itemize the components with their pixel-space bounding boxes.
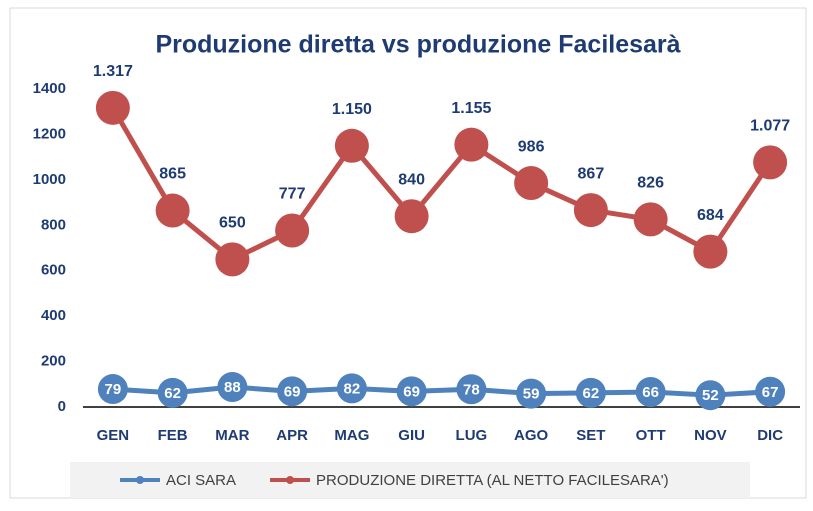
- data-label: 78: [463, 381, 480, 398]
- data-label: 650: [219, 215, 246, 232]
- data-point: [633, 202, 668, 237]
- data-point: [336, 373, 367, 404]
- data-label: 684: [697, 207, 724, 224]
- data-label: 69: [403, 383, 420, 400]
- data-label: 865: [159, 166, 186, 183]
- data-label: 777: [279, 186, 306, 203]
- data-label: 88: [224, 379, 241, 396]
- y-tick-label: 400: [41, 307, 66, 324]
- data-point: [97, 374, 128, 405]
- data-point: [753, 145, 788, 180]
- data-label: 986: [518, 138, 545, 155]
- data-point: [155, 193, 190, 228]
- data-label: 1.077: [750, 118, 790, 135]
- x-tick-label: MAR: [215, 427, 249, 444]
- y-tick-label: 0: [58, 398, 66, 415]
- data-label: 1.317: [93, 63, 133, 80]
- x-tick-label: SET: [576, 427, 605, 444]
- data-label: 1.150: [332, 101, 372, 118]
- data-label: 69: [284, 383, 301, 400]
- data-point: [217, 372, 248, 403]
- x-tick-label: NOV: [694, 427, 727, 444]
- x-tick-label: MAG: [334, 427, 369, 444]
- chart-frame: [9, 7, 807, 499]
- data-point: [575, 377, 606, 408]
- data-point: [755, 376, 786, 407]
- data-point: [456, 374, 487, 405]
- x-tick-label: OTT: [636, 427, 666, 444]
- data-point: [157, 377, 188, 408]
- data-label: 1.155: [451, 100, 491, 117]
- data-label: 62: [583, 385, 600, 402]
- x-tick-label: AGO: [514, 427, 549, 444]
- data-label: 79: [105, 381, 122, 398]
- x-tick-label: DIC: [757, 427, 783, 444]
- data-point: [635, 377, 666, 408]
- data-label: 840: [398, 171, 425, 188]
- x-tick-label: GEN: [97, 427, 130, 444]
- data-point: [394, 199, 429, 234]
- x-tick-label: APR: [276, 427, 308, 444]
- data-label: 66: [642, 384, 659, 401]
- data-point: [396, 376, 427, 407]
- y-tick-label: 200: [41, 353, 66, 370]
- y-tick-label: 1200: [33, 125, 66, 142]
- data-point: [95, 90, 130, 125]
- x-tick-label: LUG: [456, 427, 488, 444]
- data-point: [695, 380, 726, 411]
- data-label: 67: [762, 384, 779, 401]
- data-point: [514, 166, 549, 201]
- data-label: 52: [702, 387, 719, 404]
- data-point: [693, 234, 728, 269]
- legend-marker: [286, 476, 295, 484]
- y-tick-label: 1000: [33, 171, 66, 188]
- data-label: 867: [578, 165, 605, 182]
- x-tick-label: GIU: [398, 427, 425, 444]
- data-label: 82: [344, 380, 361, 397]
- data-point: [215, 242, 250, 277]
- x-tick-label: FEB: [158, 427, 188, 444]
- y-tick-label: 600: [41, 262, 66, 279]
- data-label: 826: [637, 175, 664, 192]
- y-tick-label: 1400: [33, 80, 66, 97]
- legend: [70, 462, 750, 498]
- data-point: [334, 128, 369, 163]
- data-point: [573, 193, 608, 228]
- legend-marker: [136, 476, 144, 484]
- data-label: 59: [523, 386, 540, 403]
- legend-label: PRODUZIONE DIRETTA (AL NETTO FACILESARA'…: [316, 472, 669, 489]
- data-point: [277, 376, 308, 407]
- data-label: 62: [164, 385, 181, 402]
- data-point: [454, 127, 489, 162]
- data-point: [516, 378, 547, 409]
- data-point: [275, 213, 310, 248]
- chart-title: Produzione diretta vs produzione Faciles…: [155, 31, 680, 59]
- y-tick-label: 800: [41, 216, 66, 233]
- legend-label: ACI SARA: [166, 472, 236, 489]
